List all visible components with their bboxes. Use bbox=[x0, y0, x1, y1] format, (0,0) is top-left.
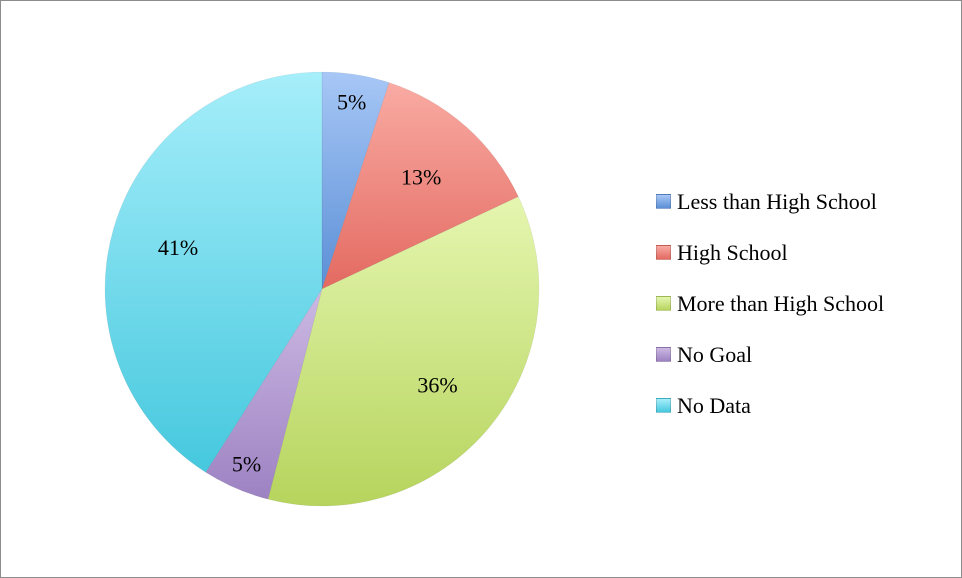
legend-swatch bbox=[656, 245, 671, 260]
legend-label: Less than High School bbox=[677, 188, 877, 214]
slice-data-label: 5% bbox=[337, 89, 366, 114]
legend-swatch bbox=[656, 296, 671, 311]
pie-slice-no-goal bbox=[205, 288, 323, 500]
legend-item-more-than-high-school: More than High School bbox=[656, 278, 884, 329]
slice-data-label: 41% bbox=[158, 235, 198, 260]
legend-label: No Data bbox=[677, 392, 751, 418]
legend-swatch bbox=[656, 194, 671, 209]
legend-label: No Goal bbox=[677, 341, 753, 367]
legend-item-no-goal: No Goal bbox=[656, 329, 884, 380]
legend-item-high-school: High School bbox=[656, 227, 884, 278]
legend-item-no-data: No Data bbox=[656, 380, 884, 431]
legend-swatch bbox=[656, 398, 671, 413]
slice-data-label: 13% bbox=[401, 165, 441, 190]
slice-data-label: 36% bbox=[417, 373, 457, 398]
pie-slice-less-than-high-school bbox=[321, 71, 390, 290]
legend-item-less-than-high-school: Less than High School bbox=[656, 176, 884, 227]
legend-swatch bbox=[656, 347, 671, 362]
pie-slice-high-school bbox=[321, 82, 519, 290]
legend-label: More than High School bbox=[677, 290, 885, 316]
pie-slice-more-than-high-school bbox=[267, 196, 540, 507]
legend-label: High School bbox=[677, 239, 788, 265]
legend: Less than High School High School More t… bbox=[656, 176, 884, 431]
slice-data-label: 5% bbox=[232, 451, 261, 476]
pie-slice-no-data bbox=[104, 71, 323, 473]
